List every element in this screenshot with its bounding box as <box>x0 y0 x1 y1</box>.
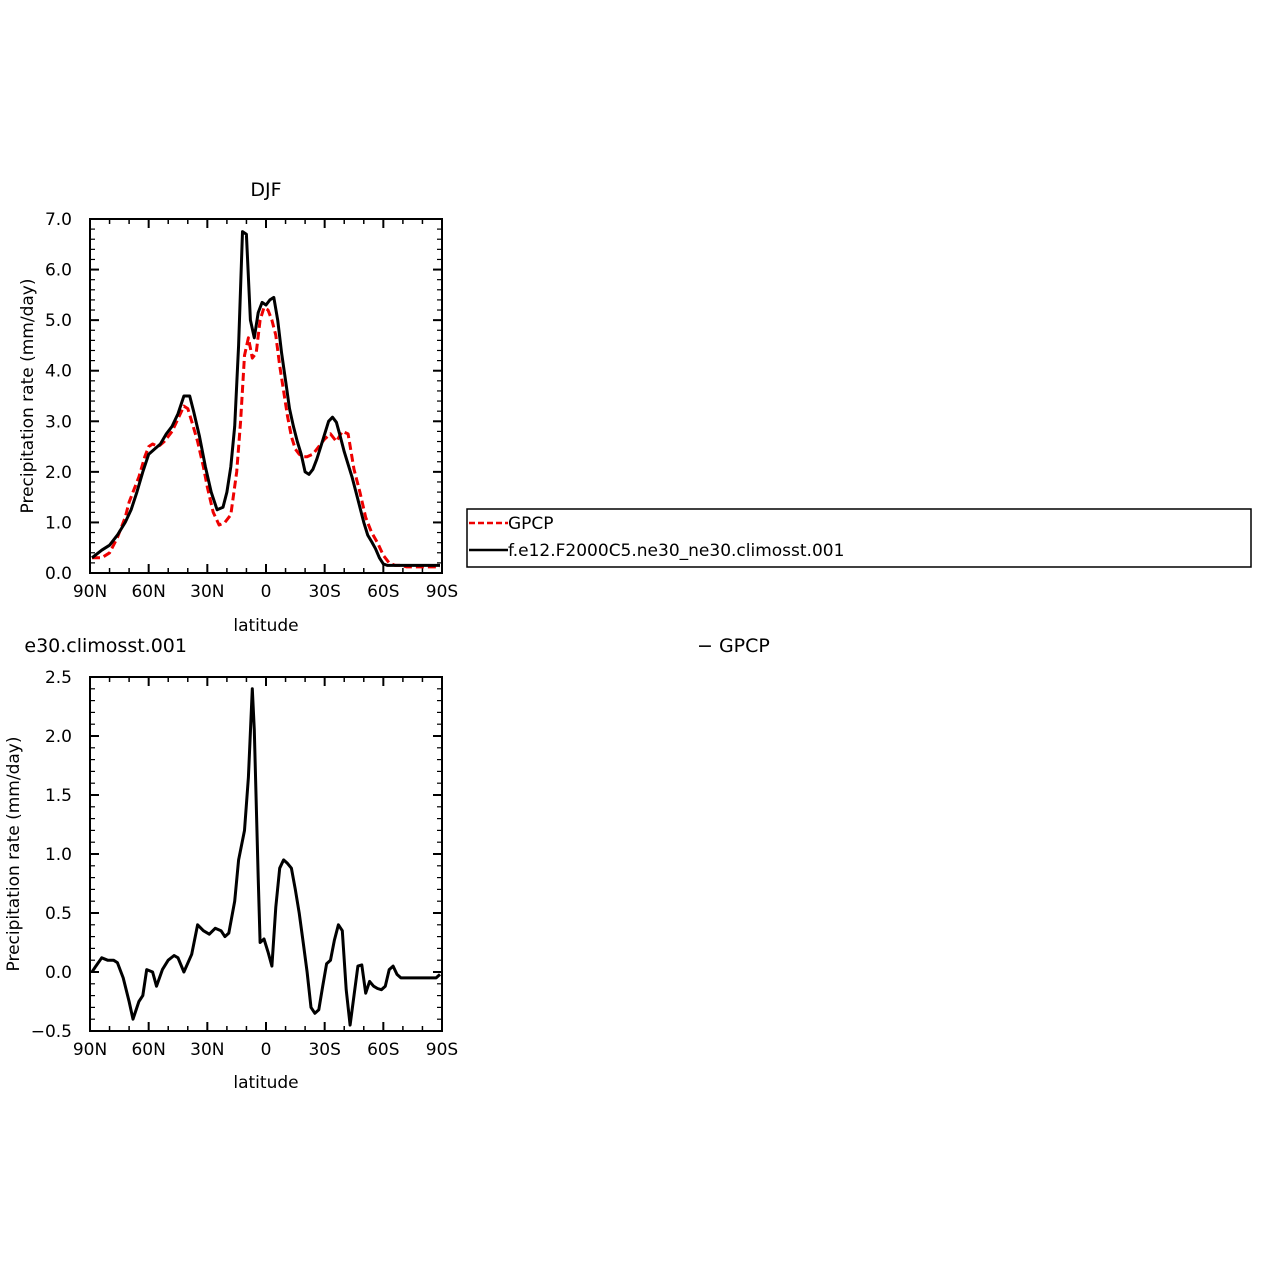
legend: GPCP f.e12.F2000C5.ne30_ne30.climosst.00… <box>466 508 1252 568</box>
y-tick-label: 2.5 <box>45 668 72 688</box>
x-tick-label: 60S <box>367 582 399 602</box>
panel1-xlabel: latitude <box>233 616 298 636</box>
panel1-frame <box>89 218 443 574</box>
x-tick-label: 90N <box>73 1040 107 1060</box>
panel1-title: DJF <box>250 179 281 201</box>
x-tick-label: 60N <box>131 1040 165 1060</box>
x-tick-label: 30S <box>308 582 340 602</box>
x-tick-label: 90S <box>426 1040 458 1060</box>
x-tick-label: 0 <box>261 582 272 602</box>
series-line-0 <box>92 306 440 569</box>
x-tick-label: 0 <box>261 1040 272 1060</box>
x-tick-label: 30S <box>308 1040 340 1060</box>
panel2-series <box>90 687 442 1027</box>
panel2-xlabel: latitude <box>233 1073 298 1093</box>
panel2-frame <box>89 676 443 1032</box>
y-tick-label: 2.0 <box>45 463 72 483</box>
y-tick-label: 1.0 <box>45 513 72 533</box>
y-tick-label: 3.0 <box>45 412 72 432</box>
panel1-series <box>91 230 440 569</box>
y-tick-label: 7.0 <box>45 210 72 230</box>
panel1-ticks: 90N 60N 30N 0 30S 60S 90S 0.0 1.0 2.0 3.0 4.0 5.0 6.0… <box>45 210 458 602</box>
panel2-title-left: e30.climosst.001 <box>24 635 187 657</box>
x-tick-label: 30N <box>190 1040 224 1060</box>
panel2-ylabel: Precipitation rate (mm/day) <box>4 737 24 972</box>
legend-box <box>466 508 1252 568</box>
legend-gpcp-label: GPCP <box>508 514 554 534</box>
y-tick-label: 2.0 <box>45 727 72 747</box>
panel1-ylabel: Precipitation rate (mm/day) <box>18 279 38 514</box>
y-tick-label: 0.0 <box>45 564 72 584</box>
series-line-1 <box>91 230 440 567</box>
y-tick-label: 0.5 <box>45 904 72 924</box>
panel2-title-right: − GPCP <box>697 635 770 657</box>
difference-panel: e30.climosst.001 − GPCP 90N 60N 30N 0 30S 60S… <box>4 635 770 1093</box>
y-tick-label: 1.5 <box>45 786 72 806</box>
x-tick-label: 30N <box>190 582 224 602</box>
y-tick-label: 4.0 <box>45 362 72 382</box>
x-tick-label: 60N <box>131 582 165 602</box>
y-tick-label: −0.5 <box>31 1022 72 1042</box>
x-tick-label: 90S <box>426 582 458 602</box>
series-line-0 <box>90 687 442 1027</box>
y-tick-label: 1.0 <box>45 845 72 865</box>
djf-precip-panel: DJF 90N 60N 30N 0 30S 60S 90S 0.0 1.0 2.0 3.0 4.0 5.… <box>18 179 458 636</box>
y-tick-label: 0.0 <box>45 963 72 983</box>
x-tick-label: 90N <box>73 582 107 602</box>
panel2-ticks: 90N 60N 30N 0 30S 60S 90S −0.5 0.0 0.5 1.0 1.5 2.0 2.… <box>31 668 459 1060</box>
legend-model-label: f.e12.F2000C5.ne30_ne30.climosst.001 <box>508 541 844 561</box>
x-tick-label: 60S <box>367 1040 399 1060</box>
y-tick-label: 6.0 <box>45 261 72 281</box>
y-tick-label: 5.0 <box>45 311 72 331</box>
